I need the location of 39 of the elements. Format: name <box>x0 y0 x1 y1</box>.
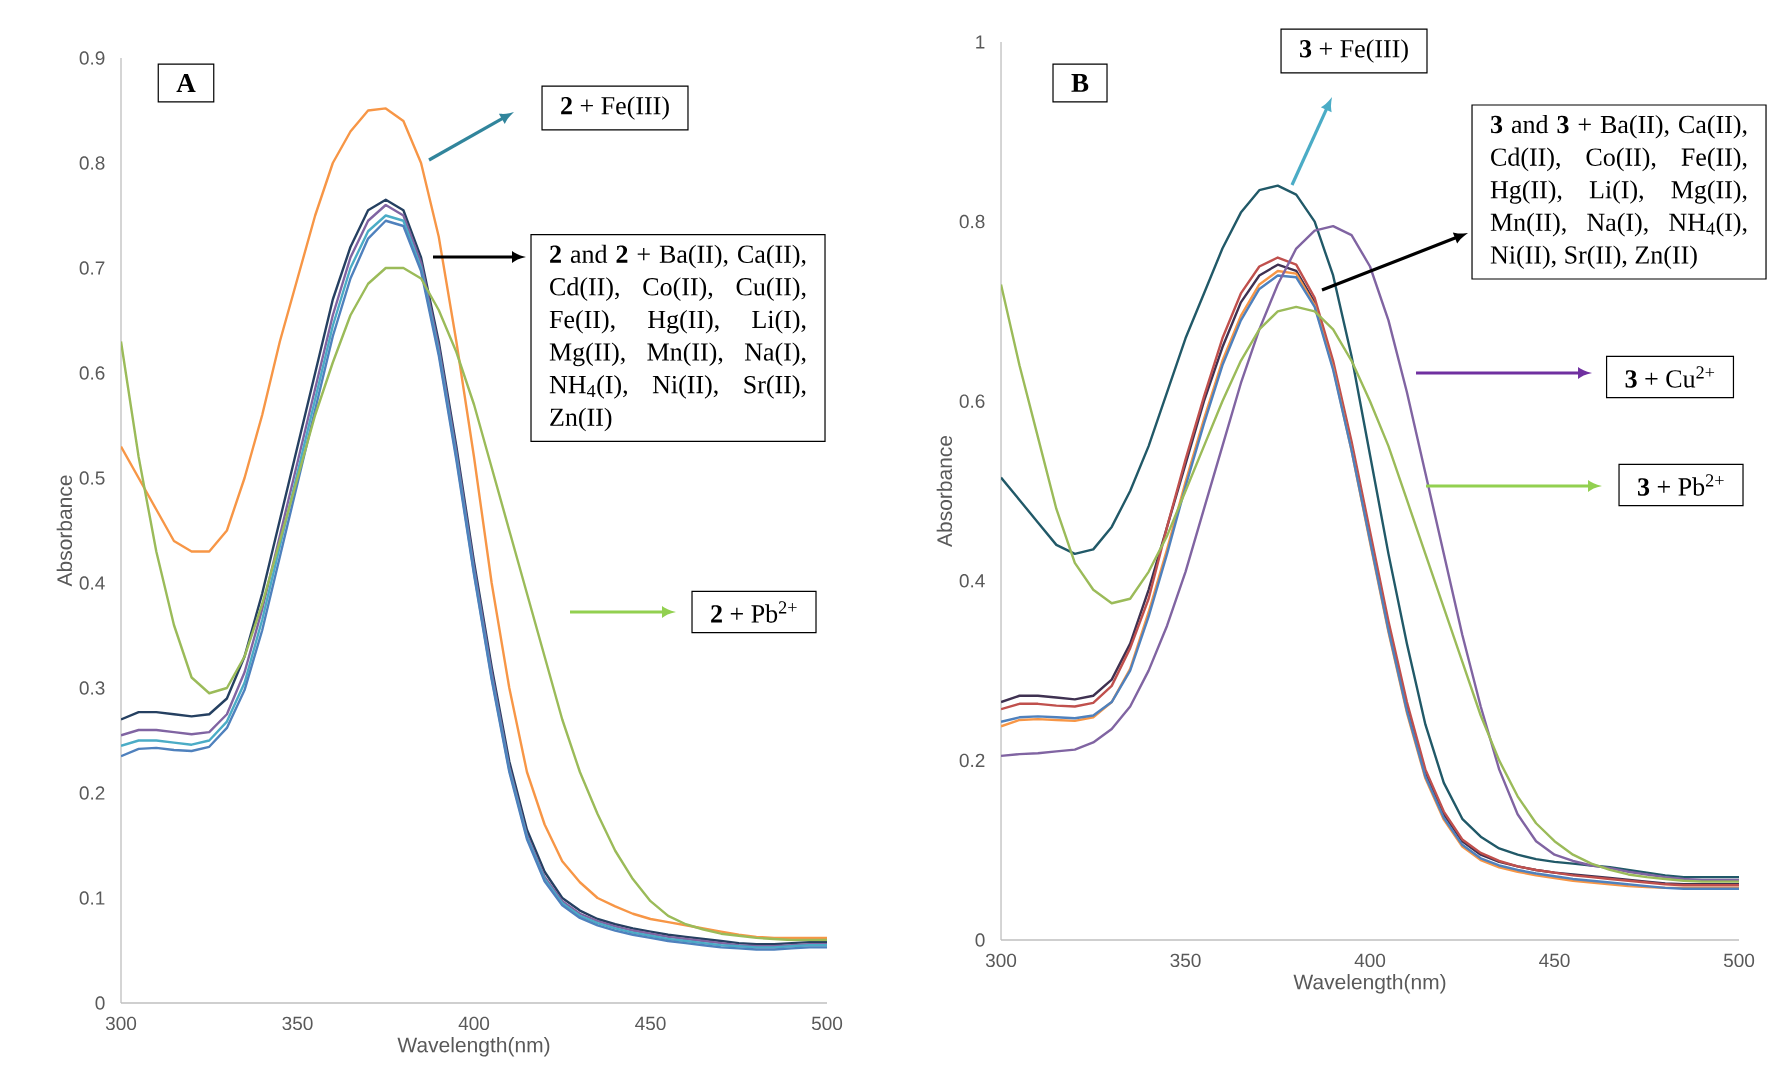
x-tick-label: 500 <box>811 1016 843 1031</box>
x-tick-label: 500 <box>1723 953 1755 968</box>
x-tick-label: 350 <box>1170 953 1201 968</box>
x-tick-label: 450 <box>1539 953 1570 968</box>
y-tick-label: 0.7 <box>79 261 105 275</box>
x-tick-label: 450 <box>635 1016 666 1031</box>
y-tick-label: 0.8 <box>959 214 985 229</box>
y-tick-label: 0.3 <box>79 681 105 695</box>
y-tick-label: 0.6 <box>959 394 985 408</box>
y-tick-label: 0.4 <box>959 574 985 588</box>
annotation: 3 + Cu$^{2+}$ <box>1625 366 1715 388</box>
y-tick-label: 0.6 <box>79 366 105 380</box>
y-tick-label: 0.2 <box>79 786 105 800</box>
y-tick-label: 0.9 <box>79 51 105 65</box>
y-tick-label: 0.5 <box>79 471 105 485</box>
y-tick-label: 0 <box>975 933 985 947</box>
y-tick-label: 0.4 <box>79 576 105 590</box>
text: 3 and 3 + Ba(II), Ca(II), Cd(II), Co(II), Fe(II), Hg(II), Li(I), Mg(II), Mn(II), Na(I), NH$_{4}$(I), Ni(II), Sr(II), Zn(II) <box>1490 115 1747 269</box>
text: B <box>1071 74 1089 92</box>
y-tick-label: 0 <box>95 996 105 1010</box>
y-tick-label: 0.2 <box>959 753 985 768</box>
y-tick-label: 1 <box>976 35 985 49</box>
annotation: 3 + Fe(III) <box>1300 39 1408 63</box>
annotation: 3 + Pb$^{2+}$ <box>1638 474 1724 496</box>
x-tick-label: 300 <box>985 953 1017 968</box>
y-tick-label: 0.8 <box>79 156 105 170</box>
x-tick-label: 400 <box>458 1016 490 1031</box>
x-axis-title: Wavelength(nm) <box>397 1036 550 1057</box>
x-tick-label: 350 <box>282 1016 313 1031</box>
annotation: 2 + Fe(III) <box>561 96 669 120</box>
text: 2 and 2 + Ba(II), Ca(II), Cd(II), Co(II), Cu(II), Fe(II), Hg(II), Li(I), Mg(II), Mn(II), Na(I), NH$_{4}$(I), Ni(II), Sr(II), Zn(II) <box>549 244 806 432</box>
y-tick-label: 0.1 <box>79 891 105 905</box>
annotation: 2+ Pb$^{2+}$ <box>711 601 797 623</box>
x-tick-label: 300 <box>105 1016 137 1031</box>
chart-title: A <box>176 74 196 92</box>
x-tick-label: 400 <box>1354 953 1386 968</box>
y-axis-title: Absorbance <box>56 475 73 587</box>
y-axis-title: Absorbance <box>936 435 953 547</box>
x-axis-title: Wavelength(nm) <box>1293 973 1446 994</box>
